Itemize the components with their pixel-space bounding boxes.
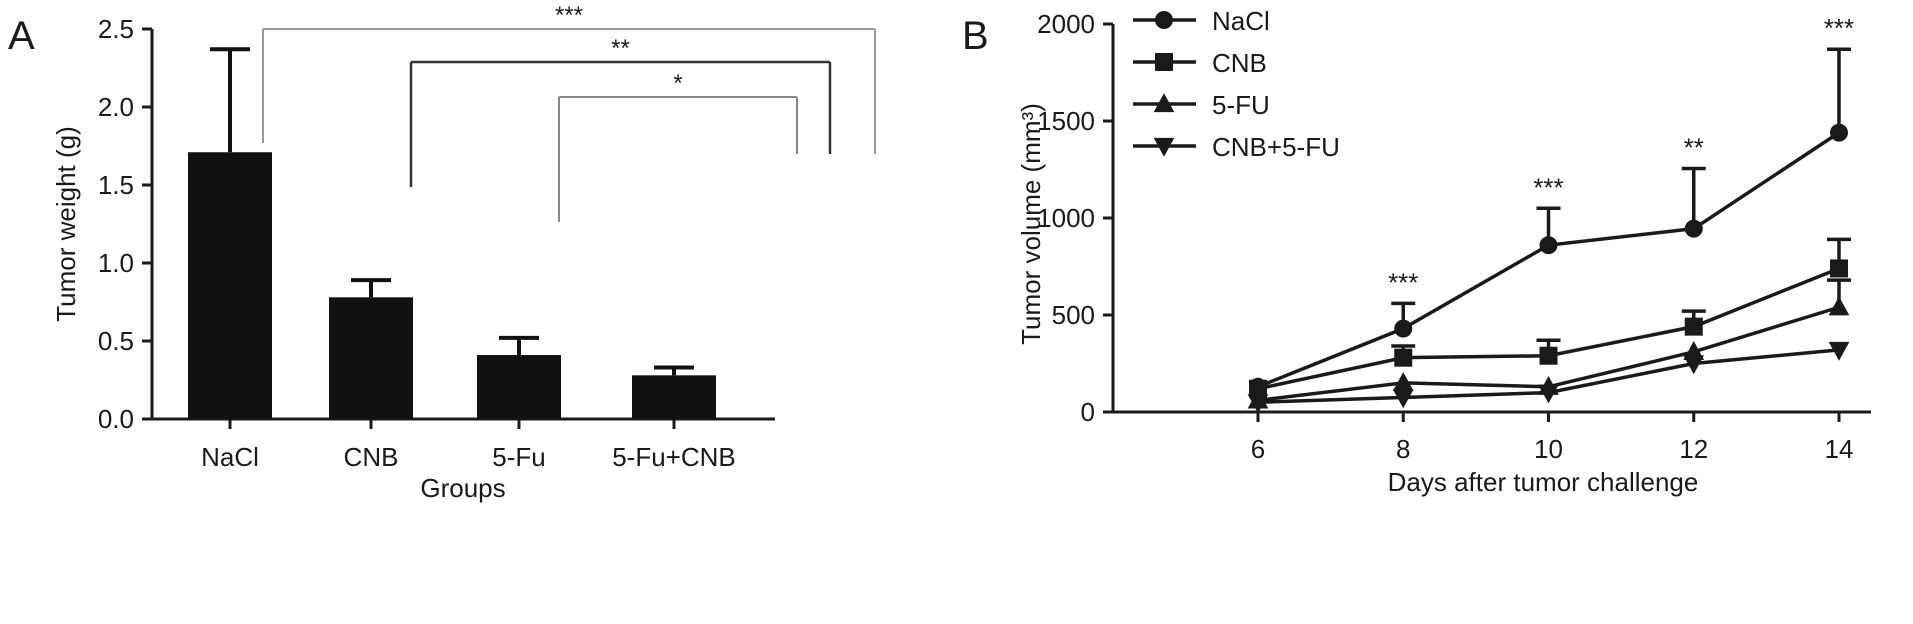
y-tick-label: 1000 <box>1037 203 1095 233</box>
x-tick-label: 14 <box>1825 434 1854 464</box>
legend-marker <box>1153 93 1175 113</box>
y-tick-label: 1.5 <box>98 170 134 200</box>
data-point <box>1538 384 1559 404</box>
y-tick-label: 0.5 <box>98 326 134 356</box>
data-point <box>1828 341 1850 361</box>
legend-marker <box>1155 11 1173 29</box>
series-line <box>1257 266 1840 391</box>
significance-label: ** <box>1684 133 1704 163</box>
y-tick-label: 0 <box>1081 397 1095 427</box>
data-point <box>1830 259 1848 278</box>
significance-bracket <box>262 28 876 154</box>
y-tick-label: 2.0 <box>98 92 134 122</box>
bar-5-fu+cnb <box>632 375 716 419</box>
data-point <box>1539 346 1558 365</box>
significance-label: *** <box>1824 13 1854 43</box>
y-tick-label: 2.5 <box>98 14 134 44</box>
legend-marker <box>1155 53 1173 71</box>
significance-bracket <box>409 60 832 187</box>
data-point <box>1683 355 1705 375</box>
bar-cnb <box>329 297 413 419</box>
x-tick-label: 10 <box>1534 434 1563 464</box>
data-point <box>1684 317 1703 336</box>
legend: NaCl CNB 5-FU CNB+5-FU <box>1133 6 1340 162</box>
data-point <box>1683 341 1705 360</box>
y-tick-label: 1.0 <box>98 248 134 278</box>
tumor-weight-bar-chart: 0.0 0.5 1.0 1.5 2.0 2.5 NaCl CNB 5-Fu 5-Fu+CNB Gro… <box>51 2 876 503</box>
x-tick-label: CNB <box>344 442 399 472</box>
bar-5-fu <box>477 355 561 419</box>
y-axis-label: Tumor volume (mm³) <box>1016 103 1046 345</box>
legend-marker <box>1153 137 1175 157</box>
data-point <box>1392 372 1414 391</box>
x-axis-label: Days after tumor challenge <box>1388 467 1699 497</box>
significance-label: *** <box>1533 172 1563 202</box>
legend-label: CNB+5-FU <box>1212 132 1340 162</box>
x-axis-label: Groups <box>420 473 505 503</box>
x-tick-label: 5-Fu+CNB <box>612 442 736 472</box>
data-point <box>1828 296 1850 316</box>
legend-label: NaCl <box>1212 6 1270 36</box>
legend-label: CNB <box>1212 48 1267 78</box>
data-point <box>1249 379 1267 398</box>
series-cnb-5-fu <box>1247 341 1850 414</box>
significance-label: *** <box>555 2 583 29</box>
significance-label: *** <box>1388 267 1418 297</box>
x-tick-label: 6 <box>1251 434 1265 464</box>
y-tick-label: 1500 <box>1037 106 1095 136</box>
panel-a-label: A <box>8 14 35 58</box>
y-tick-label: 500 <box>1052 300 1095 330</box>
data-point <box>1392 389 1414 409</box>
x-tick-label: 5-Fu <box>492 442 545 472</box>
series-cnb <box>1249 237 1851 398</box>
data-point <box>1830 123 1848 142</box>
data-point <box>1539 236 1558 255</box>
y-axis-label: Tumor weight (g) <box>51 126 81 322</box>
y-tick-label: 0.0 <box>98 404 134 434</box>
x-tick-label: 8 <box>1396 434 1410 464</box>
data-point <box>1684 219 1703 238</box>
significance-label: * <box>673 70 682 97</box>
data-point <box>1247 394 1269 414</box>
legend-label: 5-FU <box>1212 90 1270 120</box>
x-tick-label: NaCl <box>201 442 259 472</box>
significance-label: ** <box>611 35 630 62</box>
panel-b-label: B <box>962 14 989 58</box>
x-tick-label: 12 <box>1679 434 1708 464</box>
y-tick-label: 2000 <box>1037 9 1095 39</box>
bar-nacl <box>188 152 272 420</box>
significance-bracket <box>558 96 798 222</box>
data-point <box>1394 348 1413 367</box>
data-point <box>1394 319 1413 338</box>
